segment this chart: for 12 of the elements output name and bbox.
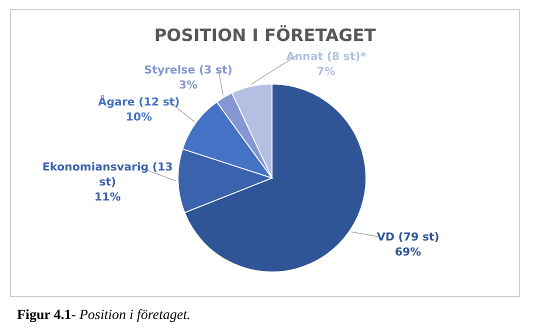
slice-label: Ägare (12 st): [98, 94, 180, 108]
chart-title: POSITION I FÖRETAGET: [153, 26, 377, 46]
text: Figur 4.1- Position i företaget.: [17, 308, 190, 324]
slice-label: VD (79 st): [376, 230, 440, 244]
slice-label: Annat (8 st)*: [286, 50, 366, 63]
slice-label: Styrelse (3 st): [144, 63, 232, 76]
slice-label: Ekonomiansvarig (13 st): [42, 160, 173, 189]
data-label: 7%: [316, 64, 336, 78]
data-label: 10%: [126, 110, 152, 124]
data-label: 3%: [178, 78, 198, 92]
data-label: 11%: [94, 190, 121, 204]
data-label: 69%: [394, 246, 422, 259]
